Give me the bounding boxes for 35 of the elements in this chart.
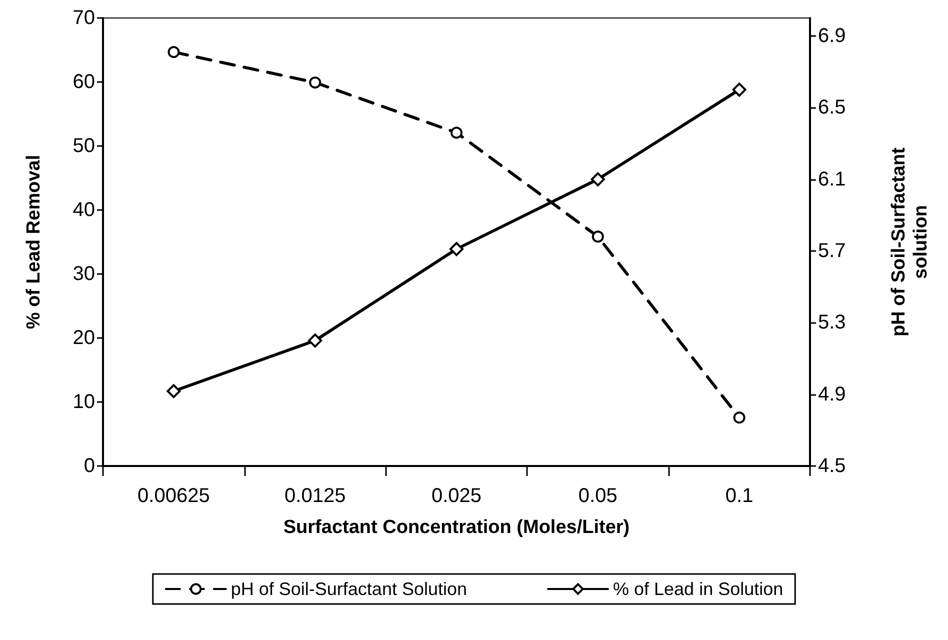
y2-tick-label: 6.5 [818, 96, 846, 119]
y-tick-label: 20 [72, 327, 95, 349]
point [592, 230, 604, 243]
legend-label: pH of Soil-Surfactant Solution [230, 579, 468, 599]
point [450, 126, 462, 139]
y2-tick-label: 5.7 [818, 240, 846, 262]
y-tick-label: 40 [72, 199, 95, 221]
y-tick-label: 60 [72, 71, 95, 93]
y2-tick-label: 6.1 [818, 168, 846, 190]
y2-tick-label: 6.9 [818, 24, 846, 47]
point [166, 384, 181, 398]
x-tick-label: 0.0125 [284, 485, 346, 507]
x-tick-label: 0.05 [578, 485, 618, 507]
y2-tick-label: 4.9 [818, 383, 846, 406]
y-tick-label: 0 [84, 455, 95, 477]
x-tick-label: 0.1 [725, 485, 754, 507]
point [733, 412, 746, 424]
point [308, 334, 322, 348]
y-tick-label: 50 [72, 135, 95, 157]
point [309, 76, 322, 89]
y-axis-title: % of Lead Removal [24, 154, 44, 330]
y2-axis-title: pH of Soil-Surfactant solution [888, 146, 932, 336]
point [168, 46, 180, 58]
y2-tick-label: 4.5 [818, 455, 846, 477]
y-tick-label: 70 [72, 7, 95, 29]
x-axis-title: Surfactant Concentration (Moles/Liter) [283, 517, 630, 538]
y2-tick-label: 5.3 [818, 312, 846, 334]
y-tick-label: 10 [72, 391, 95, 413]
point [590, 172, 605, 186]
y-tick-label: 30 [72, 263, 95, 285]
x-tick-label: 0.025 [431, 485, 482, 507]
point [450, 242, 464, 256]
point [732, 82, 746, 97]
x-tick-label: 0.00625 [138, 485, 210, 507]
legend-label: % of Lead in Solution [613, 579, 784, 599]
